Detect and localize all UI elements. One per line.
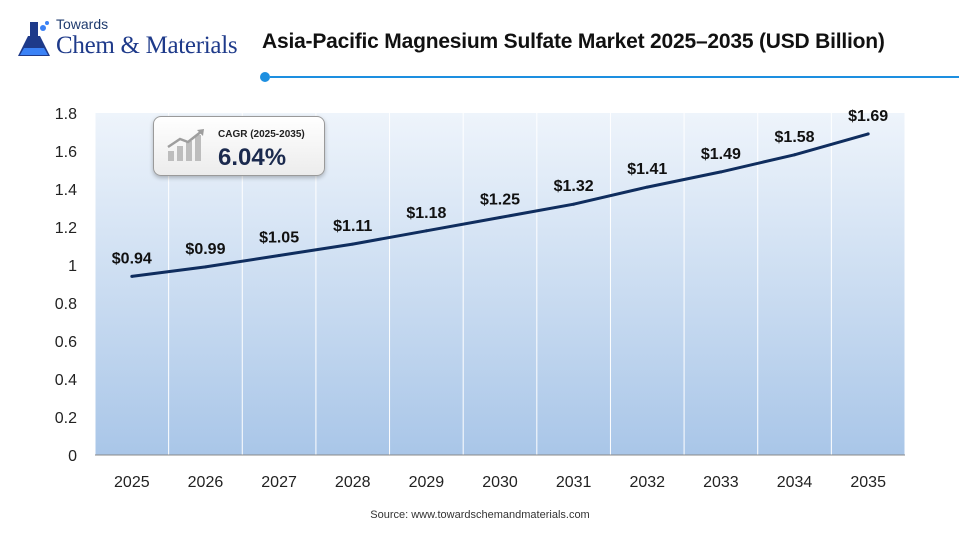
title-rule — [260, 72, 959, 82]
data-label: $1.05 — [259, 230, 299, 247]
x-tick-label: 2035 — [850, 474, 886, 491]
y-tick-label: 0.2 — [55, 410, 77, 427]
logo-main-text: Chem & Materials — [56, 32, 238, 59]
data-point — [351, 242, 355, 246]
y-tick-label: 1.4 — [55, 182, 77, 199]
data-point — [572, 202, 576, 206]
x-tick-label: 2027 — [261, 474, 297, 491]
y-tick-label: 1.8 — [55, 106, 77, 123]
x-tick-label: 2028 — [335, 474, 371, 491]
data-point — [498, 216, 502, 219]
data-point — [866, 132, 870, 136]
brand-logo: Towards Chem & Materials — [18, 14, 258, 66]
data-label: $1.49 — [701, 146, 741, 163]
data-point — [203, 265, 207, 269]
data-label: $1.18 — [406, 205, 446, 222]
x-tick-label: 2025 — [114, 474, 150, 491]
x-tick-label: 2029 — [409, 474, 445, 491]
x-tick-label: 2033 — [703, 474, 739, 491]
y-tick-label: 0.4 — [55, 372, 77, 389]
data-label: $1.25 — [480, 192, 520, 209]
x-tick-label: 2031 — [556, 474, 592, 491]
data-label: $1.41 — [627, 161, 667, 178]
y-tick-label: 0.6 — [55, 334, 77, 351]
y-tick-label: 1.2 — [55, 220, 77, 237]
data-label: $1.58 — [775, 129, 815, 146]
flask-icon — [18, 21, 50, 56]
cagr-label: CAGR (2025-2035) — [218, 129, 305, 140]
data-point — [719, 170, 723, 174]
growth-chart-icon — [167, 129, 204, 161]
data-point — [424, 229, 428, 233]
data-label: $0.94 — [112, 250, 152, 267]
source-note: Source: www.towardschemandmaterials.com — [370, 509, 590, 521]
data-point — [277, 254, 281, 257]
logo-top-text: Towards — [56, 16, 109, 32]
y-tick-label: 0 — [68, 448, 77, 465]
y-tick-label: 0.8 — [55, 296, 77, 313]
x-tick-label: 2034 — [777, 474, 813, 491]
data-label: $1.32 — [554, 178, 594, 195]
x-tick-label: 2030 — [482, 474, 518, 491]
data-label: $1.69 — [848, 108, 888, 125]
chart-title: Asia-Pacific Magnesium Sulfate Market 20… — [262, 30, 885, 53]
data-label: $0.99 — [185, 241, 225, 258]
x-tick-label: 2026 — [188, 474, 224, 491]
data-point — [645, 185, 649, 189]
cagr-value: 6.04% — [218, 144, 287, 171]
y-tick-label: 1 — [68, 258, 77, 275]
y-tick-label: 1.6 — [55, 144, 77, 161]
x-tick-label: 2032 — [629, 474, 665, 491]
data-point — [130, 274, 134, 278]
data-label: $1.11 — [333, 218, 372, 235]
data-point — [793, 153, 797, 157]
cagr-callout: CAGR (2025-2035) 6.04% — [153, 116, 325, 176]
